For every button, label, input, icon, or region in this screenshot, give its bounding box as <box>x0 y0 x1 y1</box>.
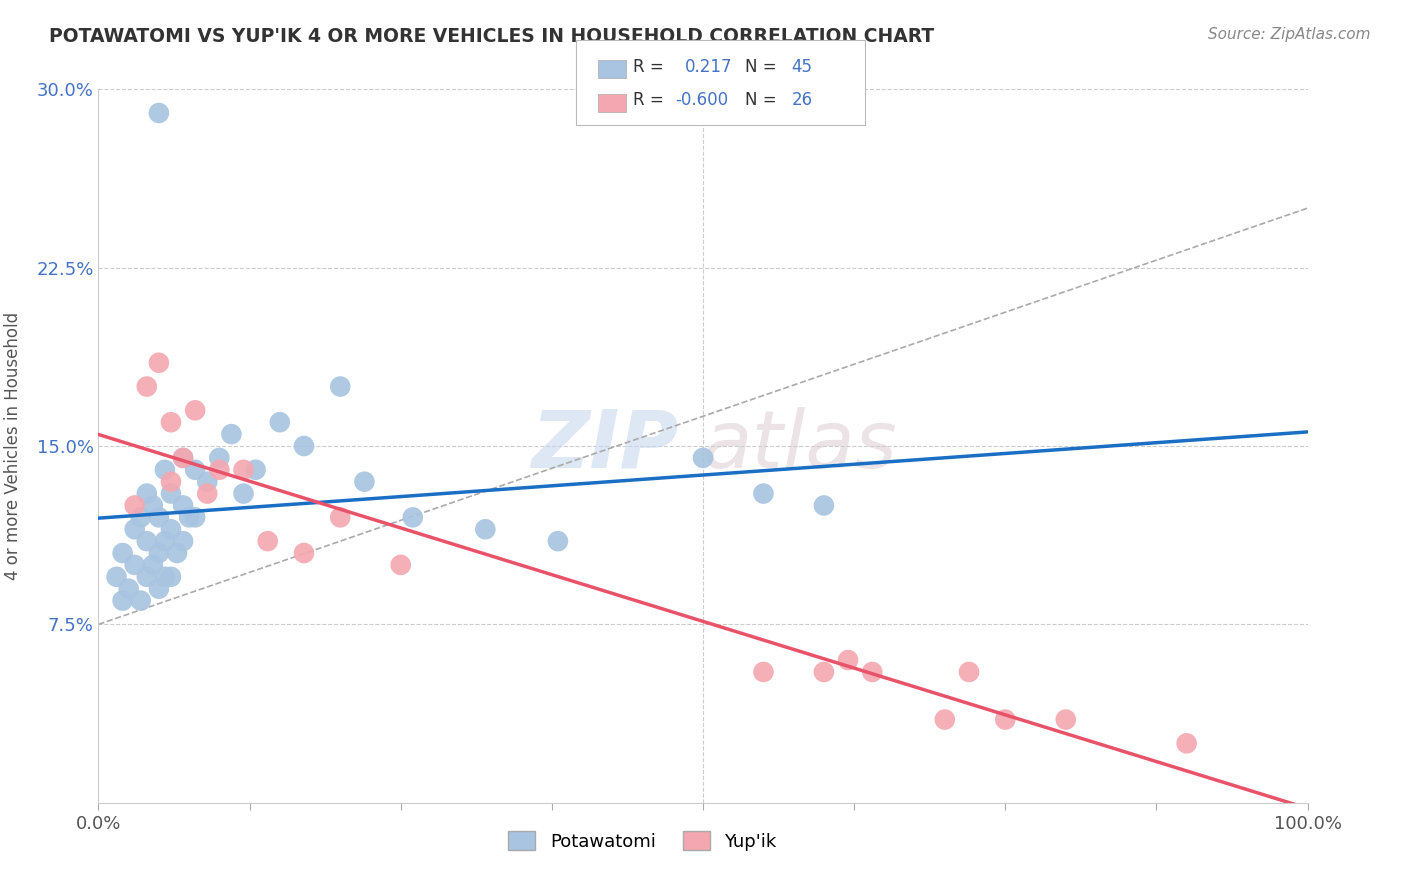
Point <box>292 546 315 560</box>
Point <box>195 486 218 500</box>
Point <box>111 546 134 560</box>
Point <box>692 450 714 465</box>
Text: 45: 45 <box>792 58 813 76</box>
Point <box>172 534 194 549</box>
Point <box>160 486 183 500</box>
Point <box>172 450 194 465</box>
Point <box>135 534 157 549</box>
Point <box>153 570 176 584</box>
Point <box>142 558 165 572</box>
Point <box>813 665 835 679</box>
Text: Source: ZipAtlas.com: Source: ZipAtlas.com <box>1208 27 1371 42</box>
Point <box>232 463 254 477</box>
Point <box>148 510 170 524</box>
Point <box>160 522 183 536</box>
Y-axis label: 4 or more Vehicles in Household: 4 or more Vehicles in Household <box>4 312 22 580</box>
Point <box>329 510 352 524</box>
Point <box>142 499 165 513</box>
Point <box>184 510 207 524</box>
Point <box>118 582 141 596</box>
Point <box>148 582 170 596</box>
Text: N =: N = <box>745 58 776 76</box>
Point <box>184 403 207 417</box>
Point <box>105 570 128 584</box>
Point <box>160 475 183 489</box>
Point <box>148 106 170 120</box>
Text: R =: R = <box>633 58 664 76</box>
Text: N =: N = <box>745 91 776 109</box>
Point <box>957 665 980 679</box>
Point <box>148 356 170 370</box>
Point <box>124 499 146 513</box>
Point <box>245 463 267 477</box>
Point <box>160 570 183 584</box>
Text: POTAWATOMI VS YUP'IK 4 OR MORE VEHICLES IN HOUSEHOLD CORRELATION CHART: POTAWATOMI VS YUP'IK 4 OR MORE VEHICLES … <box>49 27 935 45</box>
Point <box>124 558 146 572</box>
Point <box>148 546 170 560</box>
Point <box>256 534 278 549</box>
Point <box>813 499 835 513</box>
Point <box>208 463 231 477</box>
Point <box>179 510 201 524</box>
Point <box>353 475 375 489</box>
Text: -0.600: -0.600 <box>675 91 728 109</box>
Point <box>208 450 231 465</box>
Text: 0.217: 0.217 <box>685 58 733 76</box>
Text: ZIP: ZIP <box>531 407 679 485</box>
Point <box>172 450 194 465</box>
Point <box>129 510 152 524</box>
Point <box>221 427 243 442</box>
Point <box>837 653 859 667</box>
Point <box>135 486 157 500</box>
Point <box>292 439 315 453</box>
Point <box>402 510 425 524</box>
Point <box>1175 736 1198 750</box>
Point <box>166 546 188 560</box>
Point <box>752 486 775 500</box>
Point <box>184 463 207 477</box>
Point <box>269 415 291 429</box>
Point <box>389 558 412 572</box>
Text: 26: 26 <box>792 91 813 109</box>
Point <box>860 665 883 679</box>
Legend: Potawatomi, Yup'ik: Potawatomi, Yup'ik <box>501 824 785 858</box>
Point <box>752 665 775 679</box>
Point <box>135 379 157 393</box>
Point <box>547 534 569 549</box>
Point <box>195 475 218 489</box>
Point <box>994 713 1017 727</box>
Point <box>474 522 496 536</box>
Point <box>153 534 176 549</box>
Point <box>934 713 956 727</box>
Point <box>172 499 194 513</box>
Text: R =: R = <box>633 91 664 109</box>
Point <box>153 463 176 477</box>
Point <box>232 486 254 500</box>
Point <box>160 415 183 429</box>
Point <box>329 379 352 393</box>
Point <box>129 593 152 607</box>
Point <box>124 522 146 536</box>
Text: atlas: atlas <box>703 407 898 485</box>
Point <box>111 593 134 607</box>
Point <box>1054 713 1077 727</box>
Point <box>135 570 157 584</box>
